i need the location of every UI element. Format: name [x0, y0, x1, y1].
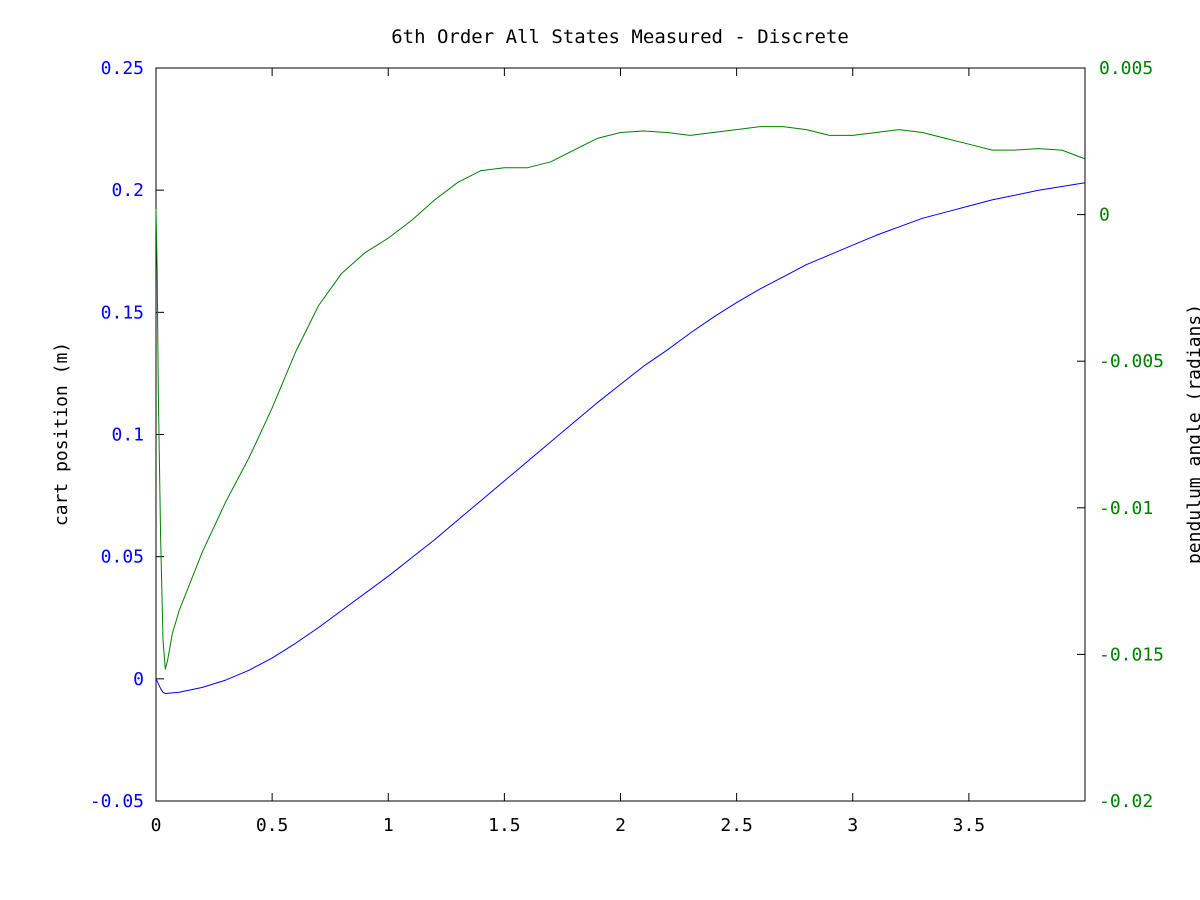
series-line-pendulum-angle — [155, 126, 1086, 670]
x-tick-label: 2.5 — [720, 815, 753, 836]
y-right-tick-label: -0.015 — [1099, 644, 1164, 665]
chart-title: 6th Order All States Measured - Discrete — [391, 26, 849, 48]
y-axis-right-label: pendulum angle (radians) — [1184, 304, 1200, 564]
y-left-tick-label: 0.2 — [111, 180, 144, 201]
y-right-tick-label: 0.005 — [1099, 58, 1153, 79]
x-tick-label: 2 — [615, 815, 626, 836]
y-right-tick-label: -0.02 — [1099, 791, 1153, 812]
x-tick-label: 0.5 — [256, 815, 289, 836]
x-tick-label: 0 — [151, 815, 162, 836]
ticks-layer: 0 0.5 1 1.5 2 2.5 3 3.5 -0.05 0 0.05 0.1 0.15 0.2 0.25… — [90, 58, 1164, 836]
x-tick-label: 1.5 — [488, 815, 521, 836]
y-left-tick-label: 0.15 — [101, 302, 144, 323]
x-tick-label: 3 — [847, 815, 858, 836]
x-tick-label: 3.5 — [953, 815, 986, 836]
x-tick-label: 1 — [383, 815, 394, 836]
y-left-tick-label: -0.05 — [90, 791, 144, 812]
y-axis-left-label: cart position (m) — [51, 342, 72, 526]
series-line-cart-position — [155, 182, 1086, 694]
y-right-tick-label: -0.005 — [1099, 351, 1164, 372]
y-right-tick-label: -0.01 — [1099, 498, 1153, 519]
y-left-tick-label: 0 — [133, 669, 144, 690]
y-right-tick-label: 0 — [1099, 205, 1110, 226]
y-left-tick-label: 0.1 — [111, 425, 144, 446]
y-left-tick-label: 0.05 — [101, 547, 144, 568]
plot-frame — [155, 67, 1086, 802]
series-layer — [155, 126, 1086, 694]
y-left-tick-label: 0.25 — [101, 58, 144, 79]
